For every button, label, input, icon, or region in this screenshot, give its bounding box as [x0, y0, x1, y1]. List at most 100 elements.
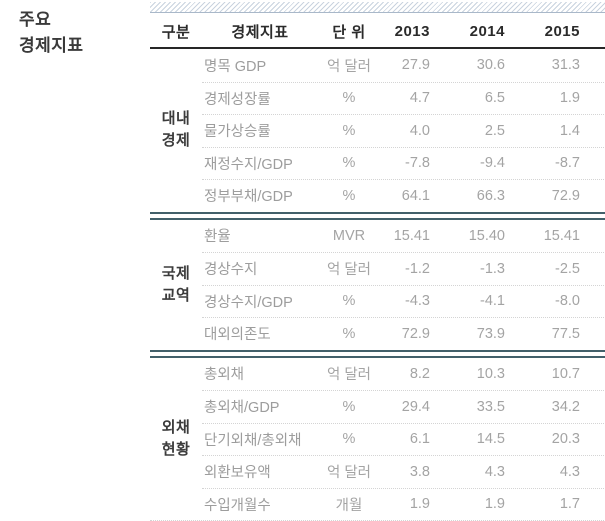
value-2013: 27.9 [401, 57, 430, 74]
header-year-2013: 2013 [394, 22, 430, 40]
value-2013: 3.8 [409, 463, 430, 480]
category-label-line: 외채 [161, 418, 191, 436]
row-label: 환율 [204, 229, 231, 246]
page-title-line2: 경제지표 [19, 36, 84, 55]
value-2013: 8.2 [409, 365, 430, 382]
value-2014: 30.6 [476, 57, 505, 74]
row-label: 수입개월수 [204, 497, 271, 514]
row-unit: MVR [332, 227, 366, 244]
row-label: 물가상승률 [204, 124, 271, 141]
value-2014: 6.5 [484, 90, 505, 107]
row-label: 총외채/GDP [204, 400, 280, 417]
value-2015: -8.7 [555, 155, 580, 172]
table-sections: 대내 경제 명목 GDP 억 달러 27.9 30.6 31.3 경제성장률% 4.7 6.5 1.… [150, 49, 605, 520]
header-unit: 단 위 [332, 23, 366, 41]
section-rows: 환율 MVR 15.41 15.40 15.41 경상수지 억 달러 -1.2 -1.3 -2.5… [202, 220, 605, 350]
row-unit: 억 달러 [326, 465, 372, 482]
row-unit: 억 달러 [326, 367, 372, 384]
value-2013: 72.9 [401, 325, 430, 342]
table-section-external-debt: 외채 현황 총외채 억 달러 8.2 10.3 10.7 총외채/GDP% 29.4 33.5 34… [150, 358, 605, 521]
table-row: 총외채 억 달러 8.2 10.3 10.7 [202, 358, 605, 391]
page-title-line1: 주요 [19, 10, 52, 29]
value-2013: -4.3 [405, 293, 430, 310]
value-2014: 2.5 [484, 122, 505, 139]
section-separator [150, 211, 605, 220]
value-2013: 4.0 [409, 122, 430, 139]
value-2015: -2.5 [555, 260, 580, 277]
table-row: 재정수지/GDP% -7.8 -9.4 -8.7 [202, 146, 605, 180]
header-category: 구분 [161, 23, 191, 41]
row-unit: % [342, 122, 356, 139]
row-label: 경상수지 [204, 262, 258, 279]
value-2014: -9.4 [480, 155, 505, 172]
row-label: 외환보유액 [204, 465, 271, 482]
table-row: 외환보유액 억 달러 3.8 4.3 4.3 [202, 455, 605, 488]
row-label: 경상수지/GDP [204, 294, 293, 311]
table-row: 대외의존도% 72.9 73.9 77.5 [202, 317, 605, 350]
row-label: 명목 GDP [204, 58, 267, 75]
table-row: 경상수지/GDP% -4.3 -4.1 -8.0 [202, 284, 605, 318]
value-2015: 4.3 [559, 463, 580, 480]
row-label: 단기외채/총외채 [204, 432, 302, 449]
value-2013: -1.2 [405, 260, 430, 277]
category-label-line: 현황 [161, 440, 191, 458]
value-2015: 15.41 [543, 227, 580, 244]
value-2014: 4.3 [484, 463, 505, 480]
value-2015: 20.3 [551, 431, 580, 448]
row-unit: % [342, 155, 356, 172]
header-indicator: 경제지표 [231, 23, 289, 41]
page-title: 주요 경제지표 [19, 7, 84, 59]
table-section-domestic-economy: 대내 경제 명목 GDP 억 달러 27.9 30.6 31.3 경제성장률% 4.7 6.5 1.… [150, 49, 605, 212]
category-label-line: 국제 [161, 264, 191, 282]
table-section-international-trade: 국제 교역 환율 MVR 15.41 15.40 15.41 경상수지 억 달러 -1.2 -1.3… [150, 220, 605, 350]
value-2015: 34.2 [551, 398, 580, 415]
value-2015: 31.3 [551, 57, 580, 74]
section-rows: 명목 GDP 억 달러 27.9 30.6 31.3 경제성장률% 4.7 6.5 1.9 물가상… [202, 49, 605, 212]
value-2013: -7.8 [405, 155, 430, 172]
section-rows: 총외채 억 달러 8.2 10.3 10.7 총외채/GDP% 29.4 33.5 34.2 단기… [202, 358, 605, 521]
value-2015: 1.7 [559, 496, 580, 513]
row-unit: % [342, 187, 356, 204]
table-row: 환율 MVR 15.41 15.40 15.41 [202, 220, 605, 253]
value-2013: 29.4 [401, 398, 430, 415]
value-2013: 1.9 [409, 496, 430, 513]
table-row: 경제성장률% 4.7 6.5 1.9 [202, 81, 605, 115]
table-row: 수입개월수 개월 1.9 1.9 1.7 [202, 487, 605, 521]
row-unit: % [342, 325, 356, 342]
value-2013: 6.1 [409, 431, 430, 448]
row-label: 재정수지/GDP [204, 156, 293, 173]
value-2013: 15.41 [393, 227, 430, 244]
row-unit: % [342, 431, 356, 448]
value-2014: 66.3 [476, 187, 505, 204]
value-2014: 14.5 [476, 431, 505, 448]
table-top-hatch-border [150, 2, 605, 13]
table-header-row: 구분 경제지표 단 위 2013 2014 2015 [150, 15, 605, 49]
value-2014: -1.3 [480, 260, 505, 277]
value-2014: 15.40 [468, 227, 505, 244]
row-label: 총외채 [204, 367, 245, 384]
row-label: 대외의존도 [204, 327, 271, 344]
header-year-2014: 2014 [469, 22, 505, 40]
economic-indicators-table: 구분 경제지표 단 위 2013 2014 2015 대내 경제 명목 GDP 억 달… [150, 2, 605, 521]
row-unit: 개월 [335, 497, 363, 514]
row-unit: 억 달러 [326, 262, 372, 279]
table-row: 경상수지 억 달러 -1.2 -1.3 -2.5 [202, 252, 605, 285]
value-2014: -4.1 [480, 293, 505, 310]
value-2015: 72.9 [551, 187, 580, 204]
row-unit: % [342, 398, 356, 415]
table-row: 총외채/GDP% 29.4 33.5 34.2 [202, 390, 605, 423]
category-cell-international-trade: 국제 교역 [150, 220, 202, 350]
value-2014: 1.9 [484, 496, 505, 513]
value-2013: 64.1 [401, 187, 430, 204]
table-row: 정부부채/GDP% 64.1 66.3 72.9 [202, 179, 605, 212]
table-row: 물가상승률% 4.0 2.5 1.4 [202, 114, 605, 147]
header-year-2015: 2015 [544, 22, 580, 40]
value-2015: 77.5 [551, 325, 580, 342]
row-label: 경제성장률 [204, 91, 271, 108]
category-label-line: 경제 [161, 132, 191, 150]
row-label: 정부부채/GDP [204, 189, 293, 206]
value-2015: 10.7 [551, 365, 580, 382]
value-2014: 10.3 [476, 365, 505, 382]
value-2014: 73.9 [476, 325, 505, 342]
